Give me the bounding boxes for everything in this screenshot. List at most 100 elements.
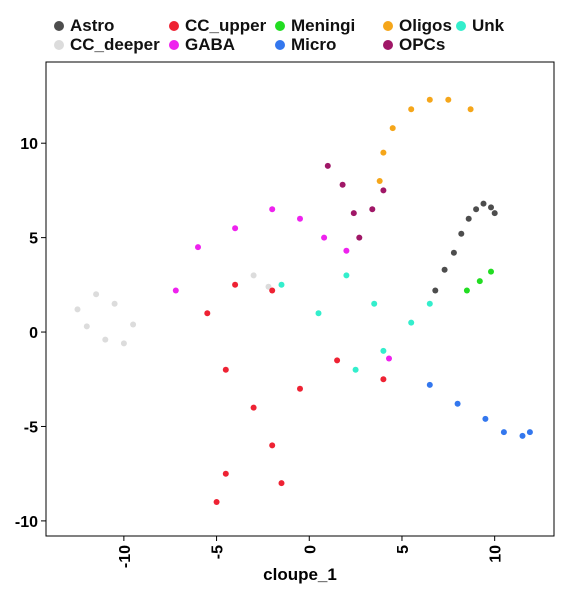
points-layer <box>74 96 533 505</box>
point-cc-upper-7 <box>213 499 220 505</box>
point-gaba-6 <box>343 247 350 254</box>
legend-label-cc-deeper: CC_deeper <box>70 35 160 54</box>
legend-label-cc-upper: CC_upper <box>185 16 267 35</box>
point-astro-7 <box>488 204 494 211</box>
point-astro-5 <box>473 206 480 213</box>
legend-dot-cc-deeper <box>54 40 64 50</box>
point-opcs-3 <box>356 234 363 241</box>
plot-border <box>45 61 555 537</box>
legend-dot-micro <box>275 40 285 50</box>
legend-dot-oligos <box>383 21 393 31</box>
y-tick-label: -5 <box>24 419 38 436</box>
legend-dot-meningi <box>275 21 285 31</box>
point-cc-deeper-3 <box>120 340 127 347</box>
point-oligos-2 <box>389 125 396 132</box>
point-unk-3 <box>371 300 378 307</box>
point-micro-1 <box>454 400 461 407</box>
legend-dot-gaba <box>169 40 179 50</box>
y-tick-label: 5 <box>29 231 38 248</box>
legend-item-gaba: GABA <box>169 35 235 55</box>
point-cc-upper-4 <box>250 404 257 411</box>
legend-item-oligos: Oligos <box>383 16 452 36</box>
y-tick-label: 10 <box>20 136 38 153</box>
point-gaba-3 <box>269 206 276 213</box>
x-axis-title: cloupe_1 <box>263 565 337 584</box>
point-oligos-1 <box>380 149 387 156</box>
point-cc-upper-3 <box>222 366 229 373</box>
point-cc-upper-0 <box>204 310 211 317</box>
legend-item-cc-upper: CC_upper <box>169 16 266 36</box>
point-unk-2 <box>343 272 350 279</box>
point-opcs-1 <box>339 181 346 188</box>
point-cc-upper-9 <box>297 385 303 392</box>
legend-label-micro: Micro <box>291 35 337 54</box>
point-astro-3 <box>458 230 465 237</box>
point-unk-6 <box>426 300 433 307</box>
x-axis: -10 -5 0 5 10 <box>117 536 505 568</box>
point-meningi-2 <box>488 268 494 275</box>
point-micro-3 <box>500 429 507 436</box>
point-cc-upper-2 <box>269 287 276 294</box>
point-gaba-7 <box>386 355 392 362</box>
legend-label-unk: Unk <box>472 16 505 35</box>
point-opcs-2 <box>350 210 357 217</box>
point-cc-upper-6 <box>222 470 229 477</box>
point-gaba-5 <box>321 234 328 241</box>
point-gaba-4 <box>297 215 303 222</box>
legend-item-micro: Micro <box>275 35 336 55</box>
point-astro-8 <box>491 210 498 217</box>
point-unk-1 <box>315 310 322 317</box>
point-cc-deeper-5 <box>111 300 118 307</box>
point-unk-5 <box>408 319 415 326</box>
x-tick-label: -10 <box>117 545 134 568</box>
point-unk-4 <box>380 347 387 354</box>
point-unk-0 <box>278 281 285 288</box>
point-oligos-0 <box>376 178 383 184</box>
point-opcs-0 <box>324 162 331 169</box>
point-astro-6 <box>480 200 487 207</box>
legend-label-gaba: GABA <box>185 35 236 54</box>
point-oligos-5 <box>445 96 452 103</box>
point-cc-deeper-4 <box>130 321 137 328</box>
point-cc-deeper-2 <box>102 336 109 343</box>
legend-dot-astro <box>54 21 64 31</box>
legend-item-cc-deeper: CC_deeper <box>54 35 160 55</box>
point-opcs-4 <box>369 206 376 213</box>
point-astro-0 <box>432 287 439 294</box>
x-tick-label: -5 <box>210 545 227 559</box>
legend-item-astro: Astro <box>54 16 114 36</box>
point-meningi-0 <box>463 287 470 294</box>
legend-dot-opcs <box>383 40 393 50</box>
point-cc-upper-1 <box>232 281 239 288</box>
point-oligos-4 <box>426 96 433 103</box>
legend-label-opcs: OPCs <box>399 35 446 54</box>
y-tick-label: -10 <box>15 514 38 531</box>
legend-dot-unk <box>456 21 466 31</box>
legend-label-astro: Astro <box>70 16 115 35</box>
legend-item-meningi: Meningi <box>275 16 355 36</box>
point-gaba-1 <box>195 244 201 251</box>
legend-item-unk: Unk <box>456 16 504 36</box>
x-tick-label: 10 <box>488 545 505 563</box>
point-oligos-6 <box>467 106 474 113</box>
point-cc-deeper-0 <box>74 306 81 313</box>
legend-dot-cc-upper <box>169 21 179 31</box>
point-cc-upper-5 <box>269 442 276 449</box>
point-micro-5 <box>526 429 533 436</box>
point-oligos-3 <box>408 106 415 113</box>
legend-label-meningi: Meningi <box>291 16 356 35</box>
point-cc-upper-11 <box>380 376 387 383</box>
point-unk-7 <box>352 366 359 373</box>
point-micro-2 <box>482 415 489 422</box>
legend-item-opcs: OPCs <box>383 35 445 55</box>
legend: Astro CC_upper Meningi Oligos Unk CC_dee… <box>52 16 552 58</box>
point-astro-1 <box>441 266 448 273</box>
point-gaba-2 <box>232 225 239 232</box>
legend-label-oligos: Oligos <box>399 16 452 35</box>
point-cc-deeper-8 <box>265 283 272 290</box>
x-tick-label: 0 <box>302 545 319 554</box>
y-tick-label: 0 <box>29 325 38 342</box>
point-gaba-0 <box>172 287 179 294</box>
point-cc-deeper-1 <box>83 323 90 330</box>
